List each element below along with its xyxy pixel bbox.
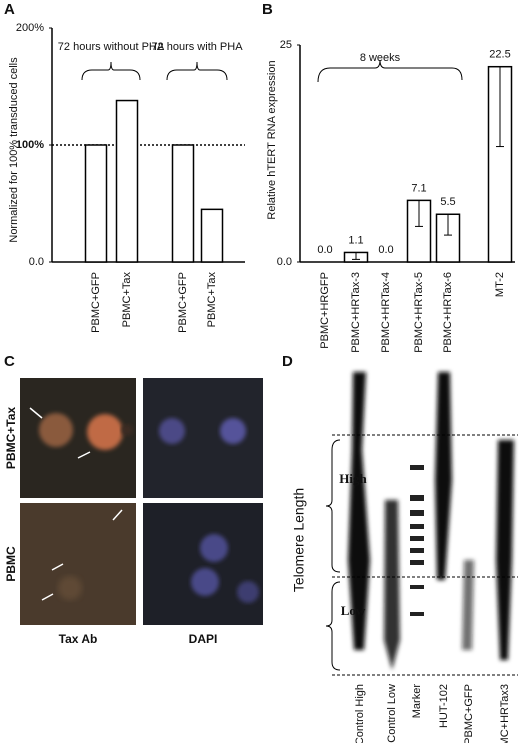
y-tick-label: 0.0 [277,256,292,268]
y-tick-label: 0.0 [29,256,44,268]
value-label: 0.0 [317,244,332,256]
value-label: 0.0 [378,244,393,256]
x-tick-label: PBMC+Tax [206,272,218,328]
value-label: 1.1 [348,234,363,246]
y-tick-label: 25 [280,39,292,51]
x-tick-label: PBMC+HRGFP [319,272,331,349]
bracket [166,61,228,81]
lane-label: PBMC+GFP [463,684,475,743]
region-label: High [339,471,367,486]
x-tick-label: PBMC+HRTax-5 [413,272,425,353]
panel-label: B [262,1,273,18]
panel-label: C [4,353,15,370]
value-label: 5.5 [440,196,455,208]
brace [325,439,341,573]
panel-label: D [282,353,293,370]
y-tick-label: 100% [16,139,44,151]
row-label: PBMC [4,546,18,582]
marker-bands [410,465,424,616]
nucleus [220,418,246,444]
x-tick-label: PBMC+HRTax-4 [380,272,392,353]
arrows [29,407,123,601]
micrograph [20,503,136,625]
lane-label: Control High [354,684,366,743]
lane-label: PBMC+HRTax3 [499,684,511,743]
x-tick-label: MT-2 [494,272,506,297]
bracket [81,61,141,81]
nucleus [200,534,228,562]
lane-label: Marker [411,684,423,719]
x-tick-label: PBMC+GFP [177,272,189,333]
bracket [317,59,463,83]
micrograph [143,503,263,625]
lane-label: Control Low [386,684,398,743]
bar [84,144,108,263]
lane-label: HUT-102 [438,684,450,728]
nucleus [159,418,185,444]
bar [200,208,224,263]
nucleus [237,581,259,603]
y-tick-label: 200% [16,22,44,34]
bar [115,99,139,263]
region-dividers [332,434,518,676]
y-axis-label: Relative hTERT RNA expression [266,60,278,219]
column-label: DAPI [189,632,218,646]
x-tick-label: PBMC+GFP [90,272,102,333]
annotation: 8 weeks [360,52,401,64]
gel-lanes [348,372,514,670]
cell [121,424,133,436]
micrograph [143,378,263,498]
x-tick-label: PBMC+HRTax-3 [350,272,362,353]
cell [58,576,82,600]
cell [87,414,123,450]
x-tick-label: PBMC+Tax [121,272,133,328]
column-label: Tax Ab [59,632,98,646]
annotation: 72 hours without PHA [58,41,165,53]
y-axis-label: Normalized for 100% transduced cells [8,57,20,243]
nucleus [191,568,219,596]
bar [171,144,195,263]
row-label: PBMC+Tax [4,407,18,469]
panel-label: A [4,1,15,18]
cell [39,413,73,447]
annotation: 72 hours with PHA [151,41,243,53]
x-tick-label: PBMC+HRTax-6 [442,272,454,353]
value-label: 22.5 [489,49,510,61]
region-label: Low [341,603,366,618]
brace [325,581,341,671]
y-axis-label: Telomere Length [291,488,307,592]
value-label: 7.1 [411,182,426,194]
